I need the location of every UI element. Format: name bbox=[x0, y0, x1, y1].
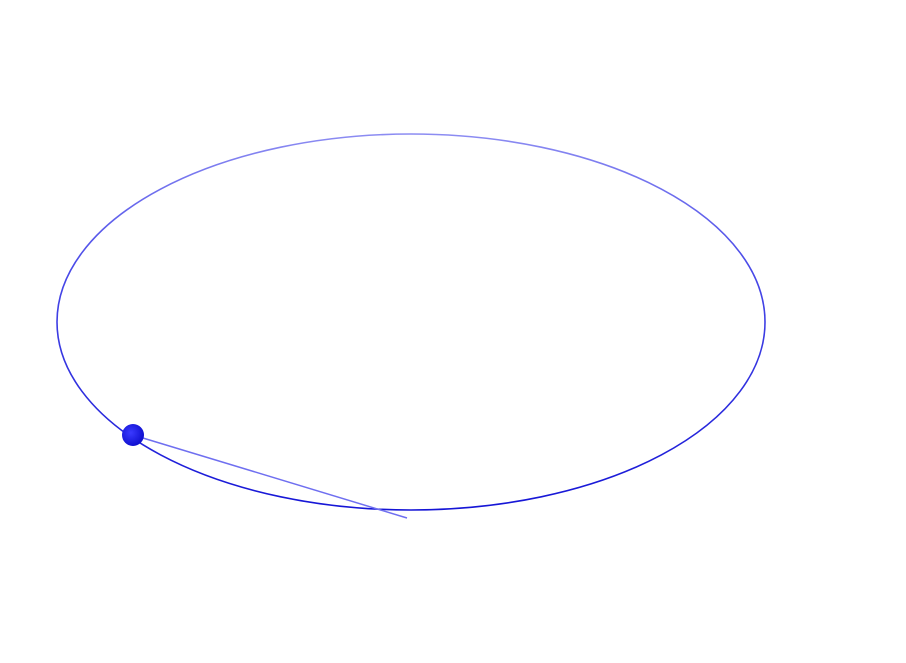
velocity-vector bbox=[132, 434, 408, 519]
orbiting-body bbox=[122, 424, 144, 446]
orbit bbox=[56, 133, 766, 511]
